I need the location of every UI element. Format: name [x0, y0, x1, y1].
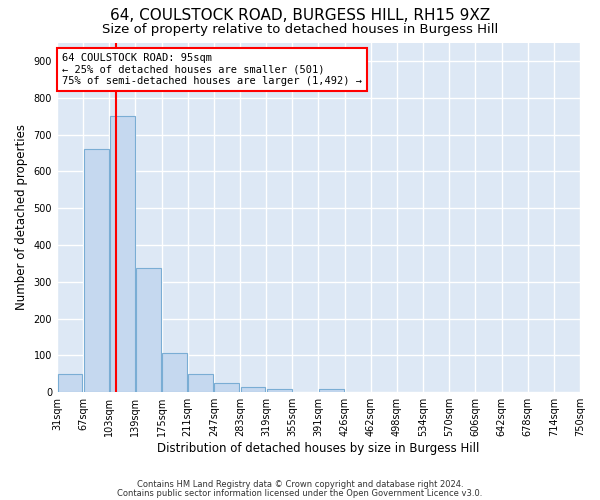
Bar — [58, 374, 82, 392]
Bar — [319, 390, 344, 392]
Bar — [84, 148, 109, 392]
Text: Size of property relative to detached houses in Burgess Hill: Size of property relative to detached ho… — [102, 22, 498, 36]
Text: 64, COULSTOCK ROAD, BURGESS HILL, RH15 9XZ: 64, COULSTOCK ROAD, BURGESS HILL, RH15 9… — [110, 8, 490, 22]
Text: Contains public sector information licensed under the Open Government Licence v3: Contains public sector information licen… — [118, 488, 482, 498]
Bar — [110, 116, 135, 392]
X-axis label: Distribution of detached houses by size in Burgess Hill: Distribution of detached houses by size … — [157, 442, 479, 455]
Bar — [214, 384, 239, 392]
Bar — [241, 386, 265, 392]
Bar — [162, 353, 187, 392]
Text: 64 COULSTOCK ROAD: 95sqm
← 25% of detached houses are smaller (501)
75% of semi-: 64 COULSTOCK ROAD: 95sqm ← 25% of detach… — [62, 53, 362, 86]
Bar — [136, 268, 161, 392]
Text: Contains HM Land Registry data © Crown copyright and database right 2024.: Contains HM Land Registry data © Crown c… — [137, 480, 463, 489]
Bar — [267, 388, 292, 392]
Y-axis label: Number of detached properties: Number of detached properties — [15, 124, 28, 310]
Bar — [188, 374, 213, 392]
